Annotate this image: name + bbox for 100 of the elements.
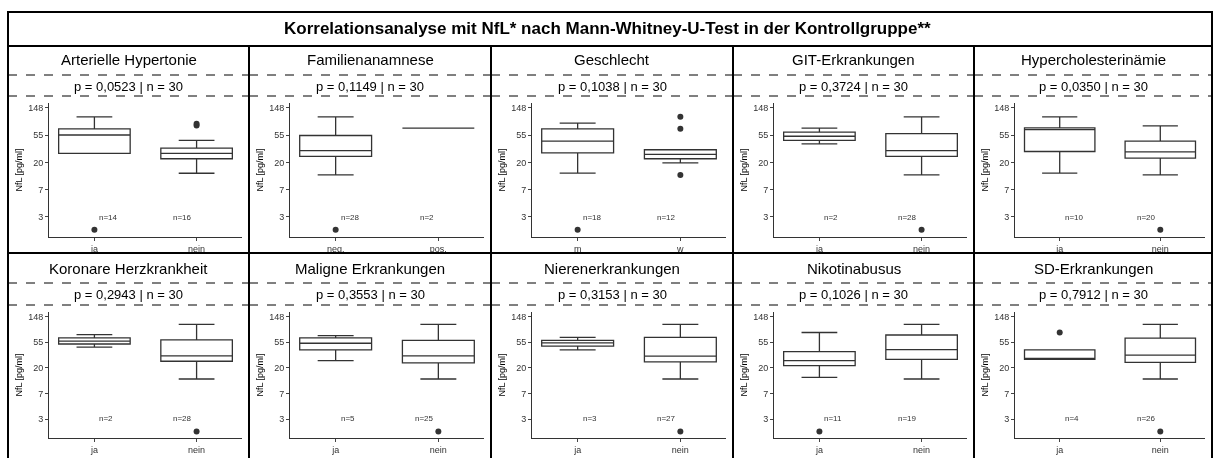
y-tick-label: 7 bbox=[521, 184, 527, 195]
chart-title: Familienanamnese bbox=[307, 51, 434, 68]
y-tick-label: 20 bbox=[999, 157, 1010, 168]
annotation: n=20 bbox=[1137, 213, 1156, 222]
annotation: n=5 bbox=[341, 414, 356, 423]
chart-subtitle: p = 0,0350 | n = 30 bbox=[1039, 79, 1148, 94]
y-tick-label: 7 bbox=[763, 184, 769, 195]
chart-title: Hypercholesterinämie bbox=[1021, 51, 1167, 68]
x-tick-label: ja bbox=[573, 444, 582, 455]
y-tick-label: 20 bbox=[516, 363, 527, 374]
y-tick-label: 148 bbox=[511, 103, 527, 114]
y-tick-label: 148 bbox=[511, 311, 527, 322]
chart-subtitle: p = 0,1026 | n = 30 bbox=[799, 287, 908, 302]
annotation: n=18 bbox=[583, 213, 602, 222]
y-tick-label: 7 bbox=[38, 388, 44, 399]
y-tick-label: 20 bbox=[274, 157, 285, 168]
y-tick-label: 55 bbox=[33, 130, 44, 141]
x-tick-label: nein bbox=[188, 444, 206, 455]
y-tick-label: 7 bbox=[279, 388, 285, 399]
annotation: n=4 bbox=[1065, 414, 1080, 423]
annotation: n=28 bbox=[341, 213, 360, 222]
y-tick-label: 20 bbox=[758, 157, 769, 168]
y-tick-label: 148 bbox=[753, 311, 769, 322]
y-tick-label: 7 bbox=[1004, 184, 1010, 195]
chart-title: GIT-Erkrankungen bbox=[792, 51, 915, 68]
y-tick-label: 20 bbox=[516, 157, 527, 168]
chart-title: Arterielle Hypertonie bbox=[61, 51, 197, 68]
x-tick-label: ja bbox=[1055, 444, 1064, 455]
y-tick-label: 55 bbox=[274, 337, 285, 348]
y-tick-label: 55 bbox=[33, 337, 44, 348]
y-tick-label: 55 bbox=[999, 130, 1010, 141]
y-tick-label: 148 bbox=[994, 103, 1010, 114]
y-tick-label: 20 bbox=[33, 363, 44, 374]
chart-subtitle: p = 0,7912 | n = 30 bbox=[1039, 287, 1148, 302]
annotation: n=28 bbox=[898, 213, 917, 222]
y-axis-title: NfL [pg/ml] bbox=[254, 148, 265, 192]
y-tick-label: 55 bbox=[516, 337, 527, 348]
x-tick-label: nein bbox=[188, 243, 206, 254]
y-tick-label: 7 bbox=[279, 184, 285, 195]
chart-title: Nierenerkrankungen bbox=[544, 260, 680, 277]
y-tick-label: 55 bbox=[758, 130, 769, 141]
y-tick-label: 3 bbox=[38, 414, 44, 425]
x-tick-label: ja bbox=[814, 444, 823, 455]
y-axis-title: NfL [pg/ml] bbox=[979, 353, 990, 397]
x-tick-label: m bbox=[573, 243, 582, 254]
chart-title: SD-Erkrankungen bbox=[1034, 260, 1154, 277]
y-tick-label: 3 bbox=[763, 414, 769, 425]
chart-subtitle: p = 0,2943 | n = 30 bbox=[74, 287, 183, 302]
y-tick-label: 3 bbox=[1004, 212, 1010, 223]
y-tick-label: 148 bbox=[269, 103, 285, 114]
y-axis-title: NfL [pg/ml] bbox=[979, 148, 990, 192]
x-tick-label: nein bbox=[1151, 444, 1169, 455]
y-tick-label: 148 bbox=[269, 311, 285, 322]
y-axis-title: NfL [pg/ml] bbox=[738, 148, 749, 192]
chart-subtitle: p = 0,3553 | n = 30 bbox=[316, 287, 425, 302]
x-tick-label: nein bbox=[429, 444, 447, 455]
chart-title: Geschlecht bbox=[574, 51, 650, 68]
y-tick-label: 55 bbox=[758, 337, 769, 348]
annotation: n=10 bbox=[1065, 213, 1084, 222]
y-tick-label: 20 bbox=[999, 363, 1010, 374]
y-tick-label: 55 bbox=[999, 337, 1010, 348]
y-tick-label: 55 bbox=[516, 130, 527, 141]
y-tick-label: 3 bbox=[279, 414, 285, 425]
annotation: n=2 bbox=[420, 213, 435, 222]
chart-subtitle: p = 0,1149 | n = 30 bbox=[316, 79, 424, 94]
y-tick-label: 7 bbox=[763, 388, 769, 399]
chart-subtitle: p = 0,3724 | n = 30 bbox=[799, 79, 908, 94]
x-tick-label: ja bbox=[89, 444, 98, 455]
annotation: n=27 bbox=[657, 414, 676, 423]
annotation: n=14 bbox=[99, 213, 118, 222]
y-tick-label: 7 bbox=[1004, 388, 1010, 399]
y-axis-title: NfL [pg/ml] bbox=[13, 353, 24, 397]
y-tick-label: 20 bbox=[758, 363, 769, 374]
y-tick-label: 3 bbox=[279, 212, 285, 223]
y-axis-title: NfL [pg/ml] bbox=[496, 353, 507, 397]
y-tick-label: 148 bbox=[28, 103, 44, 114]
annotation: n=11 bbox=[824, 414, 842, 423]
x-tick-label: w bbox=[676, 243, 685, 254]
y-tick-label: 7 bbox=[38, 184, 44, 195]
annotation: n=2 bbox=[99, 414, 114, 423]
y-tick-label: 148 bbox=[994, 311, 1010, 322]
y-tick-label: 20 bbox=[33, 157, 44, 168]
text: Korrelationsanalyse mit NfL* nach Mann-Whitney-U-Test in der Kontrollgruppe** bbox=[284, 19, 932, 38]
annotation: n=25 bbox=[415, 414, 434, 423]
annotation: n=2 bbox=[824, 213, 839, 222]
y-axis-title: NfL [pg/ml] bbox=[13, 148, 24, 192]
x-tick-label: nein bbox=[913, 444, 931, 455]
y-tick-label: 20 bbox=[274, 363, 285, 374]
y-tick-label: 3 bbox=[521, 414, 527, 425]
annotation: n=26 bbox=[1137, 414, 1156, 423]
y-axis-title: NfL [pg/ml] bbox=[738, 353, 749, 397]
y-tick-label: 3 bbox=[38, 212, 44, 223]
x-tick-label: nein bbox=[913, 243, 931, 254]
y-axis-title: NfL [pg/ml] bbox=[254, 353, 265, 397]
x-tick-label: nein bbox=[671, 444, 689, 455]
chart-title: Maligne Erkrankungen bbox=[295, 260, 446, 277]
chart-title: Koronare Herzkrankheit bbox=[49, 260, 209, 277]
y-tick-label: 148 bbox=[753, 103, 769, 114]
y-axis-title: NfL [pg/ml] bbox=[496, 148, 507, 192]
annotation: n=16 bbox=[173, 213, 192, 222]
